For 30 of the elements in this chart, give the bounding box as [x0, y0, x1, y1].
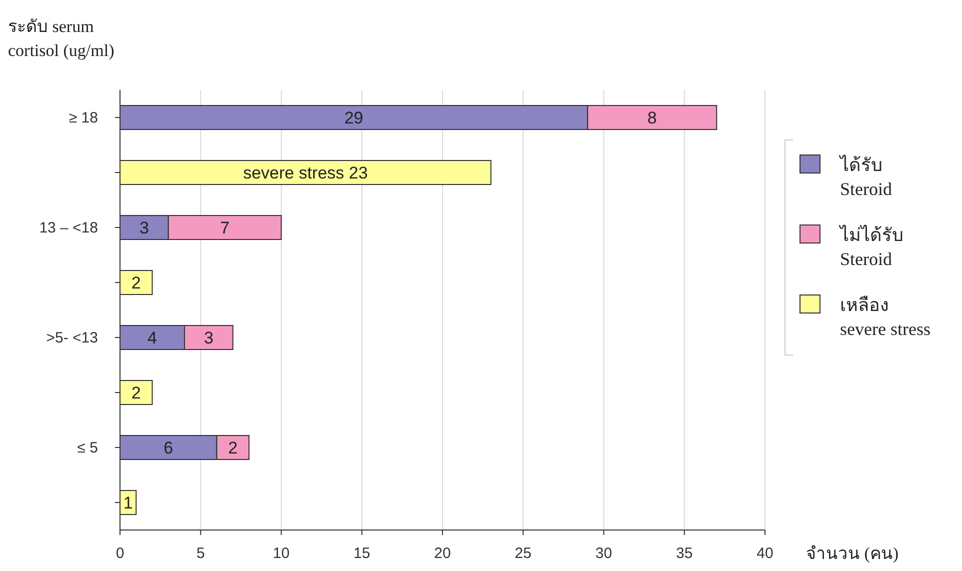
xtick: 25 — [514, 545, 532, 562]
ytick: >5- <13 — [46, 330, 98, 346]
xtick: 10 — [272, 545, 290, 562]
legend-label: ไม่ได้รับ Steroid — [838, 224, 903, 269]
ytick: ≥ 18 — [68, 110, 98, 126]
data-label: 6 — [164, 438, 174, 458]
legend-label: ได้รับ Steroid — [838, 154, 892, 199]
xtick: 5 — [196, 545, 205, 562]
data-label: 2 — [228, 438, 238, 458]
data-label: 2 — [131, 274, 141, 292]
data-label: 8 — [647, 108, 657, 128]
ytick: 13 – <18 — [39, 220, 98, 236]
data-label: 4 — [148, 328, 157, 348]
xtick: 15 — [354, 545, 370, 562]
xlabel: จำนวน (คน) — [806, 544, 899, 563]
data-label: 29 — [344, 108, 364, 128]
xtick: 0 — [116, 545, 124, 562]
xtick: 40 — [756, 545, 774, 562]
xtick: 30 — [595, 545, 612, 562]
data-label: 3 — [139, 218, 149, 238]
data-label: 7 — [220, 218, 230, 238]
legend-label: เหลือง severe stress — [840, 295, 930, 339]
ylabel: ระดับ serum cortisol (ug/ml) — [8, 17, 114, 60]
ytick: ≤ 5 — [77, 440, 98, 456]
data-label: 2 — [131, 384, 141, 402]
xtick: 35 — [676, 545, 693, 562]
data-label: severe stress 23 — [243, 164, 368, 182]
data-label: 1 — [123, 494, 133, 512]
data-label: 3 — [204, 328, 214, 348]
xtick: 20 — [434, 545, 451, 562]
